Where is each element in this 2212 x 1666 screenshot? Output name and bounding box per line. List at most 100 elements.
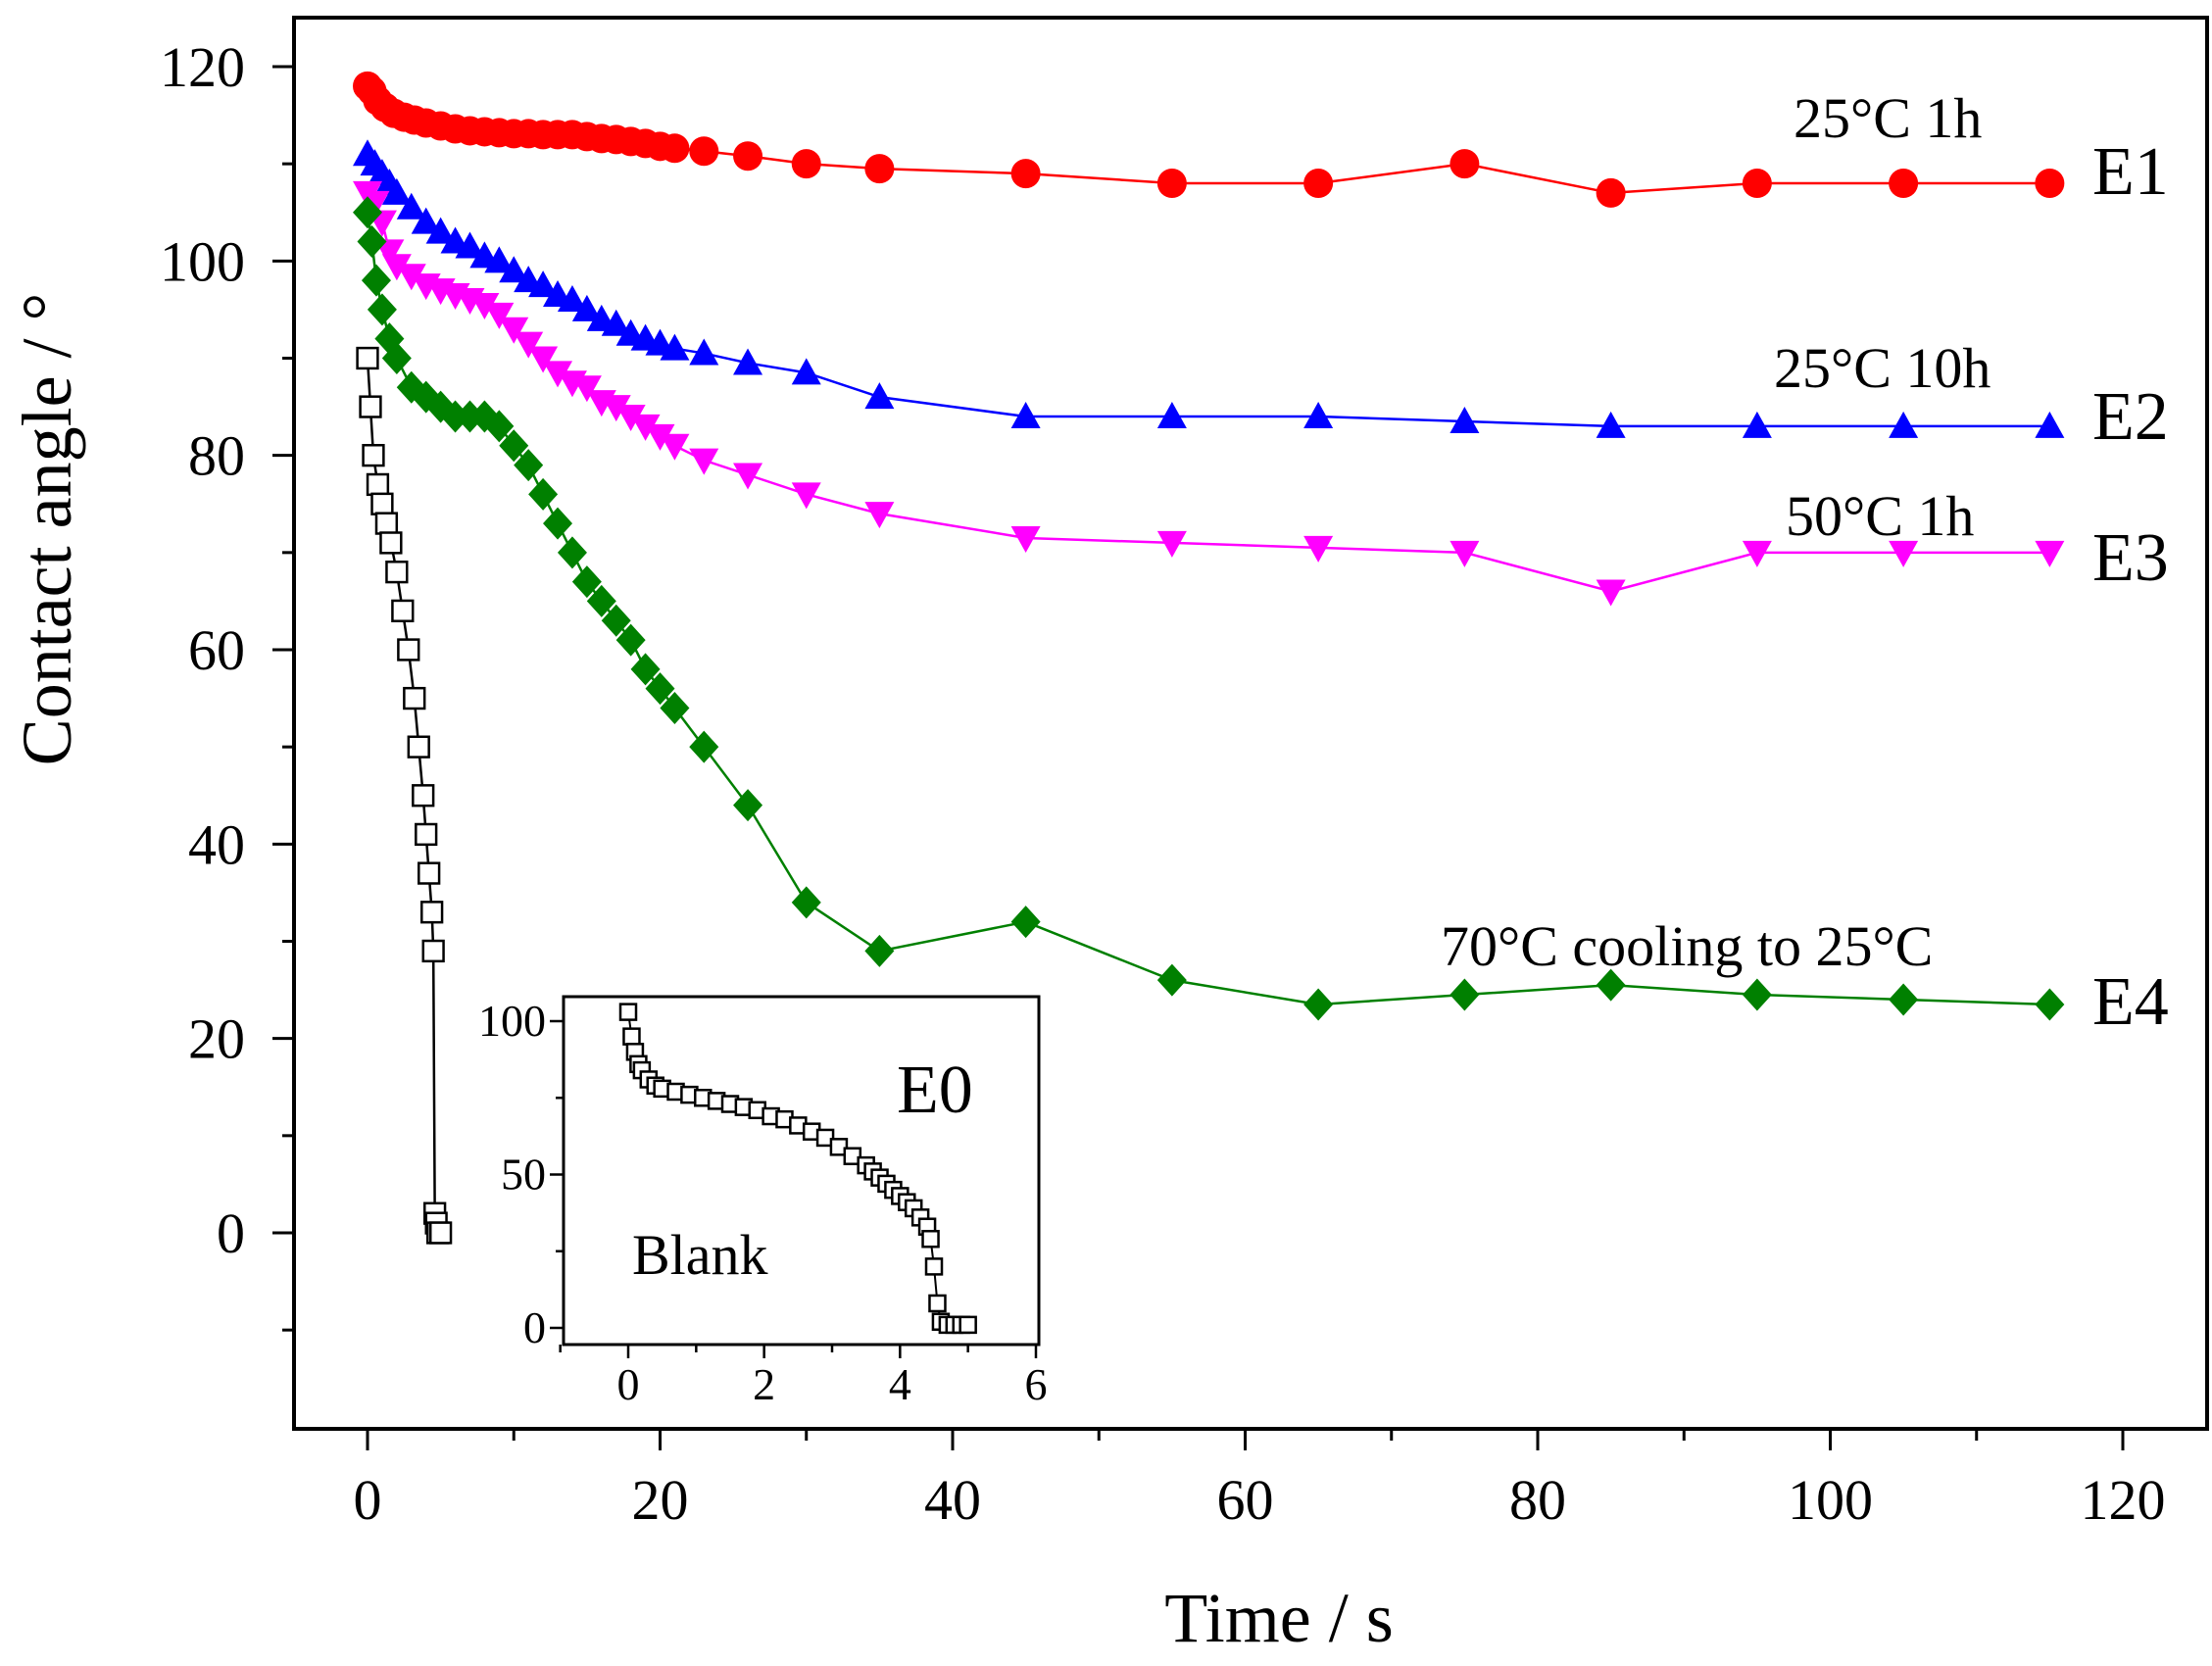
x-tick-label: 80 — [1509, 1468, 1566, 1532]
data-point — [1156, 530, 1187, 558]
data-point — [411, 207, 441, 234]
data-point — [391, 599, 415, 622]
data-point — [484, 302, 515, 329]
data-point — [959, 1315, 977, 1335]
data-point — [469, 292, 500, 319]
data-point — [829, 1138, 849, 1156]
data-point — [733, 141, 763, 172]
curve-name-E4: E4 — [2092, 964, 2169, 1040]
data-point — [1303, 988, 1334, 1021]
data-point — [791, 358, 821, 385]
data-point — [356, 346, 379, 370]
data-point — [571, 294, 602, 321]
data-point — [571, 565, 602, 599]
data-point — [499, 317, 529, 344]
data-point — [370, 492, 394, 515]
data-point — [357, 225, 387, 258]
data-point — [1889, 411, 1919, 438]
data-point — [1303, 402, 1334, 428]
data-point — [1156, 402, 1187, 428]
data-point — [601, 395, 631, 422]
series-E0 — [356, 346, 453, 1245]
y-tick-label: 40 — [188, 812, 245, 876]
main-series-group — [353, 71, 2065, 1245]
data-point — [1742, 411, 1772, 438]
data-point — [689, 338, 719, 366]
curve-condition-E3: 50°C 1h — [1786, 484, 1974, 548]
inset-panel: 0 2 4 6 0 50 100 E0 Blank — [478, 995, 1048, 1409]
data-point — [1742, 540, 1772, 567]
y-tick-label: 60 — [188, 618, 245, 682]
data-point — [1450, 978, 1480, 1011]
data-point — [353, 196, 382, 229]
inset-axis-ticks — [550, 1019, 1038, 1358]
data-point — [1742, 169, 1772, 198]
data-point — [1596, 411, 1626, 438]
data-point — [689, 730, 719, 763]
data-point — [1596, 968, 1626, 1002]
data-point — [791, 149, 821, 179]
data-point — [2035, 988, 2065, 1021]
data-point — [924, 1257, 944, 1276]
data-point — [1010, 906, 1041, 939]
data-point — [618, 1003, 638, 1021]
curve-name-E1: E1 — [2092, 134, 2169, 210]
data-point — [1889, 540, 1919, 567]
curve-condition-E2: 25°C 10h — [1774, 336, 1991, 400]
data-point — [1596, 579, 1626, 607]
data-point — [499, 256, 529, 283]
main-axis-ticks — [272, 65, 2125, 1450]
data-point — [645, 672, 675, 706]
curve-condition-E1: 25°C 1h — [1794, 86, 1982, 150]
data-point — [601, 604, 631, 637]
x-axis-title: Time / s — [1164, 1579, 1393, 1657]
data-point — [2035, 540, 2065, 567]
data-point — [2035, 169, 2065, 198]
series-E1 — [353, 71, 2065, 208]
data-point — [557, 536, 587, 569]
data-point — [615, 405, 646, 431]
data-point — [396, 192, 426, 220]
data-point — [528, 270, 559, 298]
data-point — [396, 264, 426, 291]
data-point — [415, 822, 438, 847]
data-point — [689, 448, 719, 475]
data-point — [418, 861, 441, 885]
plot-frame — [292, 16, 2209, 1431]
x-tick-label: 60 — [1217, 1468, 1274, 1532]
data-point — [407, 735, 430, 759]
data-point — [1010, 159, 1041, 189]
x-tick-label: 20 — [632, 1468, 689, 1532]
data-point — [630, 653, 661, 686]
data-point — [543, 507, 573, 540]
data-point — [484, 246, 515, 273]
data-point — [1889, 983, 1919, 1016]
data-point — [514, 331, 544, 359]
inset-x-tick-label: 4 — [889, 1359, 911, 1409]
data-point — [864, 382, 895, 410]
data-point — [1156, 169, 1187, 198]
y-tick-label: 120 — [160, 35, 245, 99]
data-point — [630, 414, 661, 441]
inset-y-tick-label: 100 — [478, 996, 546, 1046]
data-point — [514, 449, 544, 482]
data-point — [571, 375, 602, 403]
data-point — [601, 309, 631, 336]
inset-blank-label: Blank — [632, 1223, 768, 1287]
data-point — [733, 789, 763, 822]
inset-x-tick-label: 2 — [753, 1359, 775, 1409]
data-point — [864, 502, 895, 529]
data-point — [421, 939, 445, 963]
data-point — [403, 686, 426, 710]
series-E2 — [353, 139, 2065, 438]
data-point — [791, 482, 821, 510]
data-point — [1156, 963, 1187, 997]
data-point — [1010, 525, 1041, 553]
data-point — [361, 264, 391, 297]
inset-y-tick-label: 0 — [523, 1302, 546, 1352]
data-point — [864, 154, 895, 184]
data-point — [864, 934, 895, 967]
data-point — [1742, 978, 1772, 1011]
